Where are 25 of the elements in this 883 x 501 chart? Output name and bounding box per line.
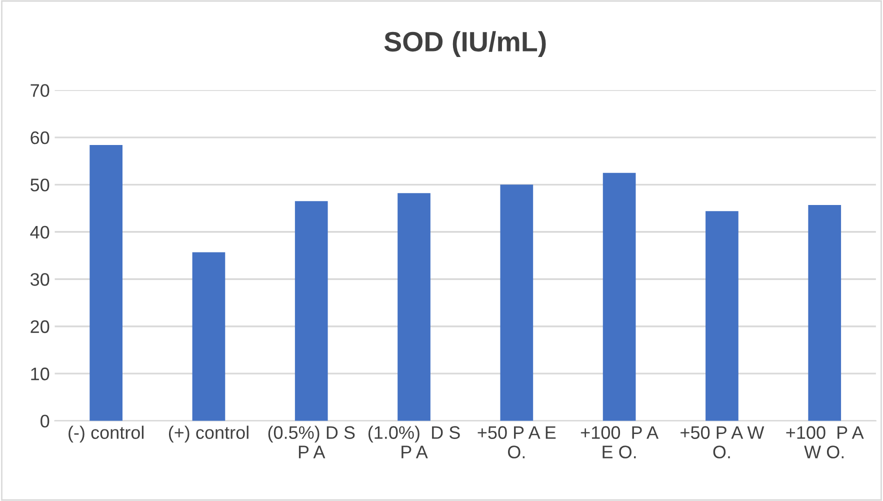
bar (192, 252, 226, 421)
bar (294, 201, 328, 421)
bar (808, 204, 842, 421)
x-tick-label: +100 P A W O. (786, 426, 864, 458)
bar (500, 184, 534, 421)
bar (706, 211, 738, 421)
chart-title: SOD (IU/mL) (384, 31, 546, 58)
y-tick-label: 10 (31, 368, 50, 380)
y-tick-label: 60 (30, 131, 50, 144)
y-tick-label: 20 (30, 320, 50, 334)
x-tick-label: (0.5%) D S P A (268, 426, 355, 458)
x-tick-label: (-) control (68, 426, 144, 443)
y-tick-label: 50 (30, 178, 50, 192)
x-tick-label: +100 P A E O. (580, 426, 659, 458)
x-tick-label: +50 P A W O. (680, 426, 764, 458)
y-tick-label: 70 (30, 84, 50, 97)
y-tick-label: 30 (30, 273, 50, 286)
bar (90, 144, 122, 421)
x-tick-label: (1.0%) D S P A (368, 426, 460, 458)
y-tick-label: 40 (30, 226, 50, 239)
bar (602, 172, 636, 421)
bar (398, 193, 430, 421)
x-tick-label: (+) control (168, 426, 248, 443)
x-tick-label: +50 P A E O. (478, 426, 556, 458)
y-tick-label: 0 (40, 414, 50, 428)
